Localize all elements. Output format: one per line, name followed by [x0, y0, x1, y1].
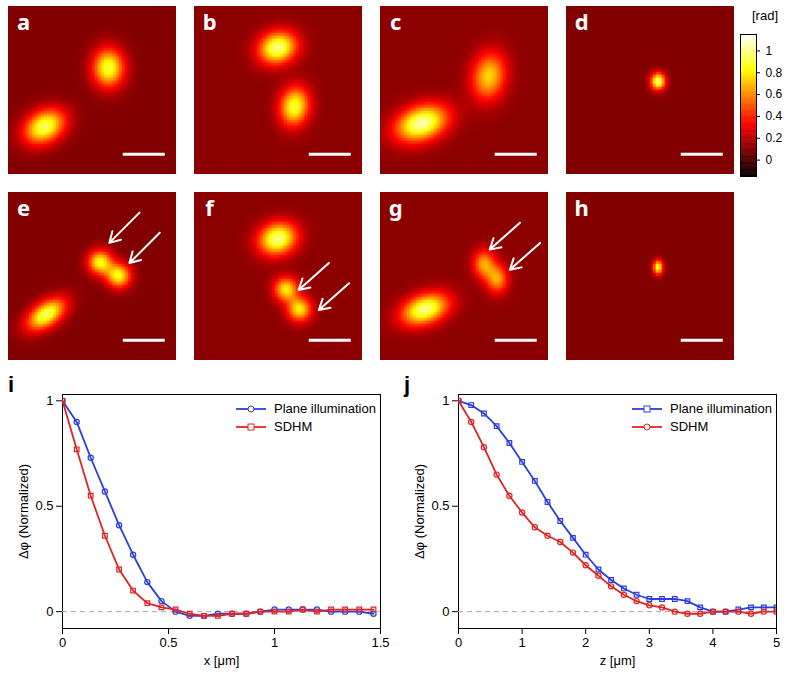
svg-text:2: 2	[582, 635, 589, 650]
svg-text:1: 1	[766, 44, 773, 58]
svg-text:0.5: 0.5	[159, 635, 177, 650]
svg-text:3: 3	[646, 635, 653, 650]
html-text:i: i	[8, 372, 15, 397]
svg-text:a: a	[17, 6, 30, 36]
svg-text:0.8: 0.8	[766, 66, 783, 80]
html-text:[rad]: [rad]	[752, 8, 778, 23]
svg-text:1.5: 1.5	[371, 635, 389, 650]
html-text:Plane illumination: Plane illumination	[670, 401, 772, 416]
svg-text:1: 1	[442, 393, 449, 408]
svg-text:0: 0	[59, 635, 66, 650]
svg-text:0.5: 0.5	[35, 498, 53, 513]
svg-text:d: d	[575, 6, 589, 36]
svg-text:Δφ (Normalized): Δφ (Normalized)	[16, 464, 31, 559]
svg-text:x [μm]: x [μm]	[204, 653, 240, 668]
svg-text:0: 0	[442, 604, 449, 619]
svg-text:1: 1	[46, 393, 53, 408]
svg-text:0.5: 0.5	[431, 498, 449, 513]
svg-text:0.6: 0.6	[766, 87, 783, 101]
svg-text:f: f	[205, 192, 215, 222]
html-text:SDHM: SDHM	[274, 419, 313, 434]
html-text:SDHM: SDHM	[670, 419, 709, 434]
svg-text:c: c	[390, 6, 401, 36]
svg-text:0: 0	[766, 153, 773, 167]
svg-text:0.4: 0.4	[766, 109, 783, 123]
svg-text:z [μm]: z [μm]	[600, 653, 636, 668]
html-text:Plane illumination: Plane illumination	[274, 401, 376, 416]
svg-text:0: 0	[455, 635, 462, 650]
svg-text:Δφ (Normalized): Δφ (Normalized)	[412, 464, 427, 559]
svg-text:5: 5	[773, 635, 780, 650]
svg-text:h: h	[574, 192, 588, 222]
svg-text:e: e	[17, 192, 30, 222]
svg-text:g: g	[389, 192, 403, 222]
svg-text:1: 1	[518, 635, 525, 650]
svg-text:1: 1	[271, 635, 278, 650]
html-text:j: j	[404, 372, 411, 397]
svg-text:4: 4	[709, 635, 716, 650]
svg-text:0: 0	[46, 604, 53, 619]
svg-text:0.2: 0.2	[766, 131, 783, 145]
svg-text:b: b	[203, 6, 217, 36]
